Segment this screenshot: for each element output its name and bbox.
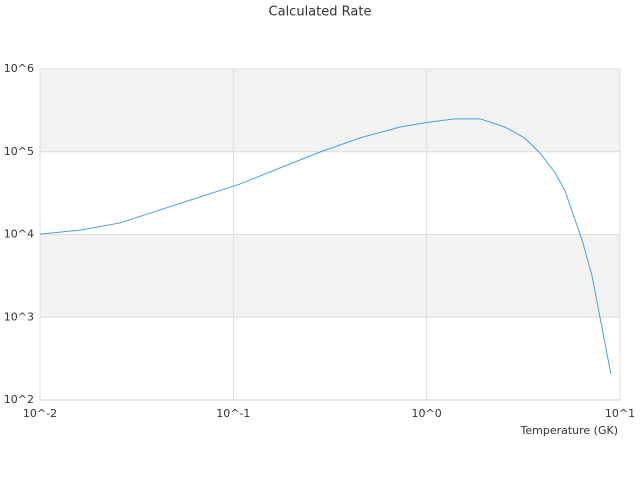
y-tick-label: 10^2 <box>4 393 34 406</box>
y-tick-label: 10^6 <box>4 62 34 75</box>
y-tick-label: 10^4 <box>4 228 34 241</box>
x-tick-label: 10^1 <box>605 407 635 420</box>
x-tick-label: 10^-2 <box>23 407 57 420</box>
x-axis-label: Temperature (GK) <box>520 424 619 437</box>
y-tick-label: 10^3 <box>4 310 34 323</box>
x-tick-label: 10^0 <box>412 407 442 420</box>
grid-band <box>40 234 620 318</box>
chart-title: Calculated Rate <box>269 5 372 20</box>
line <box>39 118 612 375</box>
x-tick-label: 10^-1 <box>216 407 250 420</box>
grid-band <box>40 69 620 152</box>
y-tick-label: 10^5 <box>4 145 34 158</box>
